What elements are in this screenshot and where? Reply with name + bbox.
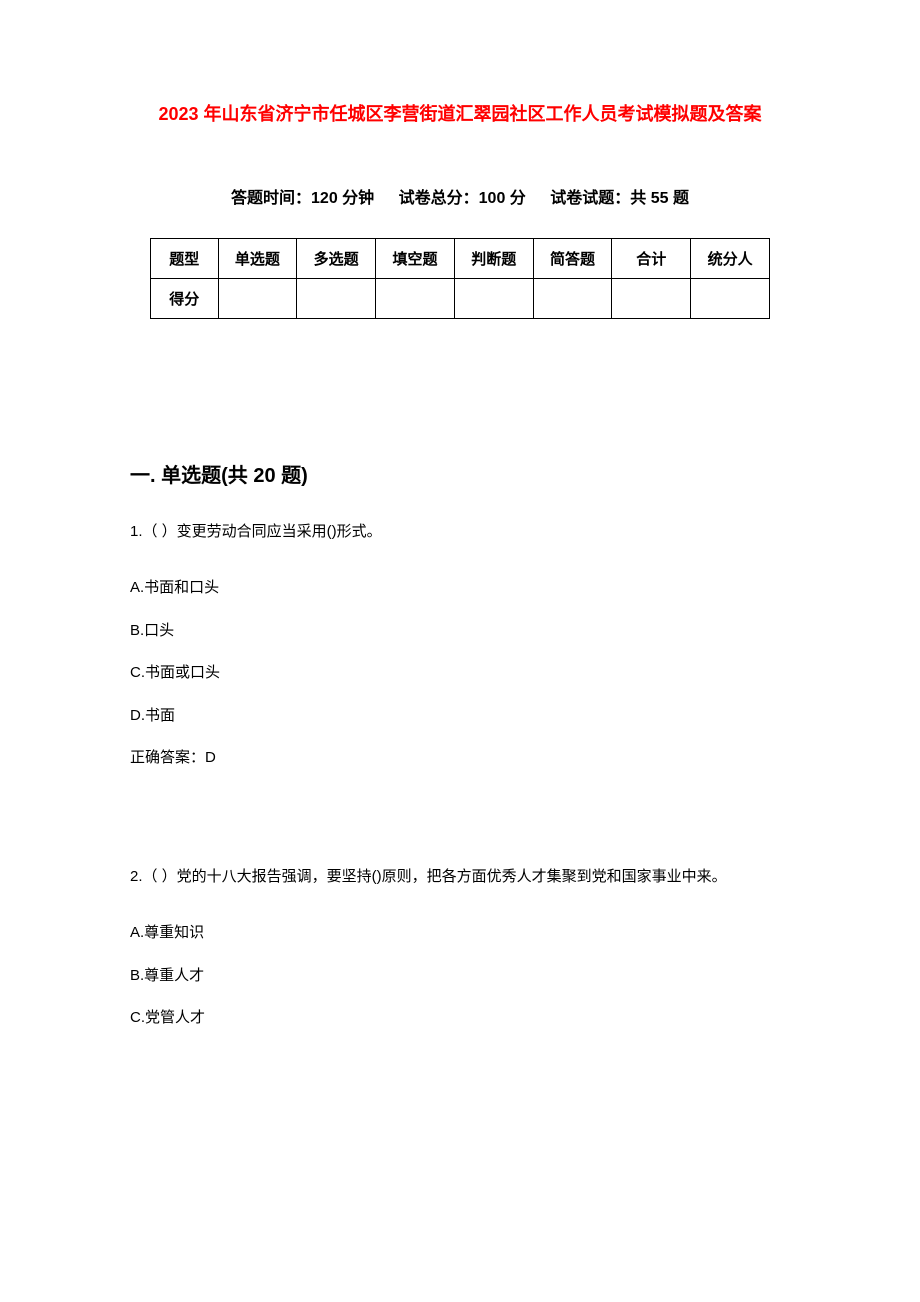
header-short: 简答题 (533, 238, 612, 278)
question-1-text: 1.（ ）变更劳动合同应当采用()形式。 (130, 518, 790, 547)
score-cell (691, 278, 770, 318)
table-row: 题型 单选题 多选题 填空题 判断题 简答题 合计 统分人 (151, 238, 770, 278)
header-scorer: 统分人 (691, 238, 770, 278)
score-cell (454, 278, 533, 318)
exam-total-score: 试卷总分：100 分 (399, 190, 526, 207)
q2-option-a: A.尊重知识 (130, 919, 790, 948)
header-judge: 判断题 (454, 238, 533, 278)
score-cell (218, 278, 297, 318)
table-row: 得分 (151, 278, 770, 318)
header-fill: 填空题 (376, 238, 455, 278)
q2-option-b: B.尊重人才 (130, 962, 790, 991)
score-cell (533, 278, 612, 318)
header-single: 单选题 (218, 238, 297, 278)
header-type: 题型 (151, 238, 219, 278)
exam-question-count: 试卷试题：共 55 题 (550, 190, 689, 207)
exam-info-bar: 答题时间：120 分钟 试卷总分：100 分 试卷试题：共 55 题 (130, 184, 790, 208)
q1-option-b: B.口头 (130, 617, 790, 646)
section-title: 一. 单选题(共 20 题) (130, 459, 790, 488)
q1-option-c: C.书面或口头 (130, 659, 790, 688)
q2-option-c: C.党管人才 (130, 1004, 790, 1033)
score-cell (612, 278, 691, 318)
question-2-text: 2.（ ）党的十八大报告强调，要坚持()原则，把各方面优秀人才集聚到党和国家事业… (130, 863, 790, 892)
score-table: 题型 单选题 多选题 填空题 判断题 简答题 合计 统分人 得分 (150, 238, 770, 319)
header-multi: 多选题 (297, 238, 376, 278)
score-cell (297, 278, 376, 318)
score-cell (376, 278, 455, 318)
document-title: 2023 年山东省济宁市任城区李营街道汇翠园社区工作人员考试模拟题及答案 (130, 100, 790, 129)
q1-answer: 正确答案：D (130, 744, 790, 773)
exam-time: 答题时间：120 分钟 (231, 190, 374, 207)
q1-option-d: D.书面 (130, 702, 790, 731)
q1-option-a: A.书面和口头 (130, 574, 790, 603)
header-total: 合计 (612, 238, 691, 278)
row-score-label: 得分 (151, 278, 219, 318)
